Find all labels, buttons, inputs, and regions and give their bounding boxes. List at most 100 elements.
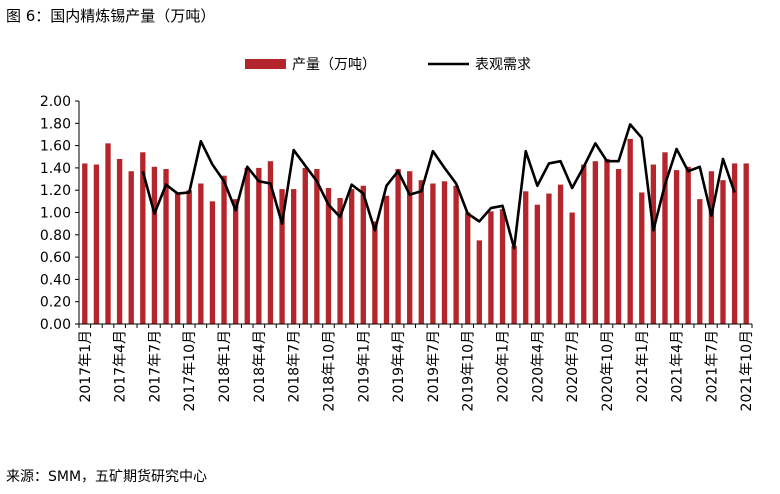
x-tick-label: 2020年7月 bbox=[565, 330, 581, 403]
y-tick-label: 0.00 bbox=[40, 317, 71, 333]
x-tick-label: 2021年7月 bbox=[704, 330, 720, 403]
bar bbox=[360, 185, 366, 324]
bar bbox=[372, 221, 378, 324]
y-axis: 0.00 0.20 0.40 0.60 0.80 1.00 1.20 1.40 1.60 1.80… bbox=[40, 94, 80, 333]
bar bbox=[221, 175, 227, 324]
bar bbox=[697, 199, 703, 324]
bar bbox=[592, 161, 599, 324]
x-tick-label: 2020年1月 bbox=[496, 330, 512, 403]
bar bbox=[383, 195, 390, 324]
bar bbox=[685, 166, 691, 324]
bar bbox=[198, 183, 204, 324]
bar bbox=[465, 212, 471, 324]
bar bbox=[174, 192, 181, 324]
bar bbox=[673, 170, 680, 324]
bar bbox=[105, 143, 111, 324]
bar bbox=[93, 164, 100, 324]
x-tick-label: 2019年7月 bbox=[426, 330, 442, 403]
bar bbox=[720, 180, 726, 324]
bar bbox=[395, 169, 401, 324]
bar bbox=[743, 163, 749, 324]
bar bbox=[639, 192, 645, 324]
bar bbox=[337, 198, 343, 324]
y-tick-label: 0.40 bbox=[40, 272, 71, 288]
x-tick-label: 2018年1月 bbox=[217, 330, 233, 403]
bar bbox=[604, 158, 610, 324]
x-axis: 2017年1月 2017年4月 2017年7月 2017年10月 2018年1月 2018… bbox=[78, 323, 755, 411]
bar bbox=[708, 171, 715, 324]
x-tick-label: 2020年10月 bbox=[600, 330, 616, 411]
x-tick-label: 2019年1月 bbox=[356, 330, 372, 403]
bar bbox=[314, 169, 320, 324]
y-tick-label: 1.80 bbox=[40, 116, 71, 132]
x-tick-label: 2020年4月 bbox=[530, 330, 546, 403]
x-tick-label: 2017年1月 bbox=[78, 330, 94, 403]
legend: 产量（万吨） 表观需求 bbox=[245, 57, 531, 73]
x-tick-label: 2017年10月 bbox=[182, 330, 198, 411]
y-tick-label: 2.00 bbox=[40, 94, 71, 110]
bar bbox=[82, 163, 88, 324]
legend-label-line: 表观需求 bbox=[475, 57, 531, 73]
bar bbox=[116, 158, 123, 324]
x-tick-label: 2018年10月 bbox=[321, 330, 337, 411]
bar bbox=[279, 189, 285, 324]
figure-title: 图 6：国内精炼锡产量（万吨） bbox=[6, 7, 216, 25]
x-tick-label: 2021年4月 bbox=[670, 330, 686, 403]
bar bbox=[407, 171, 413, 324]
bar bbox=[627, 138, 633, 324]
x-tick-label: 2018年4月 bbox=[252, 330, 268, 403]
bar bbox=[731, 163, 738, 324]
x-tick-label: 2018年7月 bbox=[287, 330, 303, 403]
line-series bbox=[141, 123, 736, 250]
x-tick-label: 2017年4月 bbox=[113, 330, 129, 403]
bar bbox=[511, 245, 517, 324]
bar bbox=[581, 164, 587, 324]
bar bbox=[615, 169, 622, 324]
bar bbox=[523, 191, 529, 324]
bar bbox=[209, 201, 216, 324]
bar bbox=[256, 167, 262, 324]
bar bbox=[163, 169, 169, 324]
bar bbox=[488, 211, 494, 324]
bar bbox=[244, 167, 250, 324]
y-tick-label: 0.60 bbox=[40, 250, 71, 266]
y-tick-label: 1.60 bbox=[40, 139, 71, 155]
bar bbox=[534, 204, 541, 324]
y-tick-label: 0.80 bbox=[40, 228, 71, 244]
bar bbox=[418, 180, 424, 324]
bar bbox=[267, 161, 274, 324]
y-tick-label: 1.20 bbox=[40, 183, 71, 199]
legend-swatch-bar bbox=[245, 59, 286, 69]
bar bbox=[151, 166, 158, 324]
bar bbox=[349, 189, 355, 324]
source-note: 来源：SMM，五矿期货研究中心 bbox=[6, 469, 208, 485]
bar bbox=[325, 187, 332, 324]
x-tick-label: 2019年4月 bbox=[391, 330, 407, 403]
bar bbox=[569, 212, 575, 324]
bar bbox=[453, 185, 459, 324]
bar bbox=[499, 209, 506, 324]
line-path bbox=[141, 123, 736, 250]
bar bbox=[232, 199, 239, 324]
bar bbox=[557, 184, 564, 325]
x-tick-label: 2019年10月 bbox=[461, 330, 477, 411]
bar bbox=[186, 190, 192, 324]
bar bbox=[430, 183, 436, 324]
y-tick-label: 1.00 bbox=[40, 206, 71, 222]
bar bbox=[662, 152, 668, 324]
y-tick-label: 0.20 bbox=[40, 295, 71, 311]
x-tick-label: 2017年7月 bbox=[147, 330, 163, 403]
bar bbox=[441, 181, 448, 324]
bar bbox=[546, 193, 552, 324]
bar bbox=[650, 164, 657, 324]
bar bbox=[140, 152, 146, 324]
bar bbox=[291, 189, 297, 324]
bar bbox=[476, 240, 482, 325]
bar bbox=[302, 167, 308, 324]
y-tick-label: 1.40 bbox=[40, 161, 71, 177]
legend-label-bar: 产量（万吨） bbox=[292, 57, 376, 73]
x-tick-label: 2021年10月 bbox=[739, 330, 755, 411]
bar bbox=[128, 171, 134, 324]
bar-series bbox=[82, 138, 749, 325]
